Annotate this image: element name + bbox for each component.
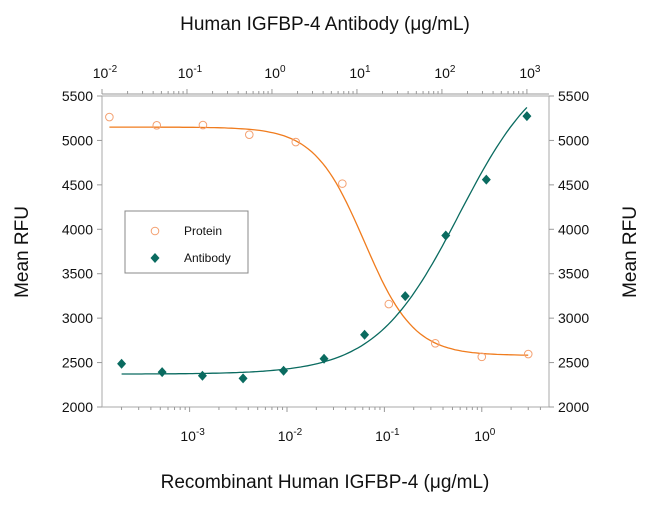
left-y-axis-title: Mean RFU: [12, 206, 33, 298]
protein-data-point: [338, 179, 347, 188]
left-y-tick-label: 2000: [62, 399, 93, 415]
antibody-data-point: [197, 370, 207, 381]
antibody-data-point: [279, 365, 289, 376]
protein-data-point: [152, 121, 162, 130]
protein-data-point: [244, 130, 254, 139]
top-x-tick-label: 100: [264, 64, 286, 81]
protein-data-point: [523, 349, 533, 359]
antibody-data-point: [157, 367, 167, 378]
protein-data-point: [105, 112, 114, 122]
bottom-x-tick-label: 10-3: [180, 427, 205, 444]
top-x-tick-label: 10-1: [178, 64, 203, 81]
legend-antibody-label: Antibody: [184, 251, 231, 265]
right-y-axis-title: Mean RFU: [620, 206, 641, 298]
top-x-tick-label: 101: [349, 64, 371, 81]
protein-data-point: [430, 338, 440, 348]
top-axis-title: Human IGFBP-4 Antibody (μg/mL): [180, 14, 470, 35]
antibody-data-point: [319, 353, 329, 364]
antibody-data-point: [238, 373, 248, 384]
antibody-data-point: [522, 111, 532, 122]
protein-fit-curve: [109, 126, 529, 356]
protein-data-point: [291, 137, 301, 147]
right-y-tick-label: 2500: [558, 355, 589, 371]
left-y-tick-label: 5500: [62, 88, 93, 104]
right-y-tick-label: 4500: [558, 177, 589, 193]
antibody-data-point: [360, 329, 370, 340]
antibody-data-point: [441, 230, 451, 241]
legend-antibody-marker: [150, 253, 160, 263]
right-y-tick-label: 4000: [558, 221, 589, 237]
bottom-x-tick-label: 10-2: [278, 427, 303, 444]
left-y-tick-label: 3500: [62, 266, 93, 282]
top-x-tick-label: 10-2: [93, 64, 118, 81]
right-y-tick-label: 3000: [558, 310, 589, 326]
protein-data-point: [198, 120, 208, 130]
right-y-tick-label: 3500: [558, 266, 589, 282]
right-y-tick-label: 5500: [558, 88, 589, 104]
legend-box: [124, 210, 249, 274]
plot-frame: [101, 95, 550, 408]
antibody-data-point: [481, 174, 491, 185]
protein-data-point: [477, 352, 487, 362]
right-y-tick-label: 5000: [558, 132, 589, 148]
top-x-tick-label: 102: [434, 64, 456, 81]
left-y-tick-label: 5000: [62, 132, 93, 148]
bottom-axis-title: Recombinant Human IGFBP-4 (μg/mL): [161, 472, 490, 493]
antibody-data-point: [400, 291, 410, 302]
left-y-tick-label: 4500: [62, 177, 93, 193]
legend: Protein Antibody: [124, 210, 249, 274]
legend-protein-label: Protein: [184, 224, 222, 238]
left-y-tick-label: 2500: [62, 355, 93, 371]
bottom-x-tick-label: 10-1: [375, 427, 400, 444]
bottom-x-tick-label: 100: [474, 427, 496, 444]
antibody-data-point: [117, 358, 127, 369]
protein-data-point: [384, 299, 394, 309]
left-y-tick-label: 3000: [62, 310, 93, 326]
legend-protein-marker: [150, 226, 160, 236]
left-y-tick-label: 4000: [62, 221, 93, 237]
top-x-tick-label: 103: [519, 64, 541, 81]
right-y-tick-label: 2000: [558, 399, 589, 415]
